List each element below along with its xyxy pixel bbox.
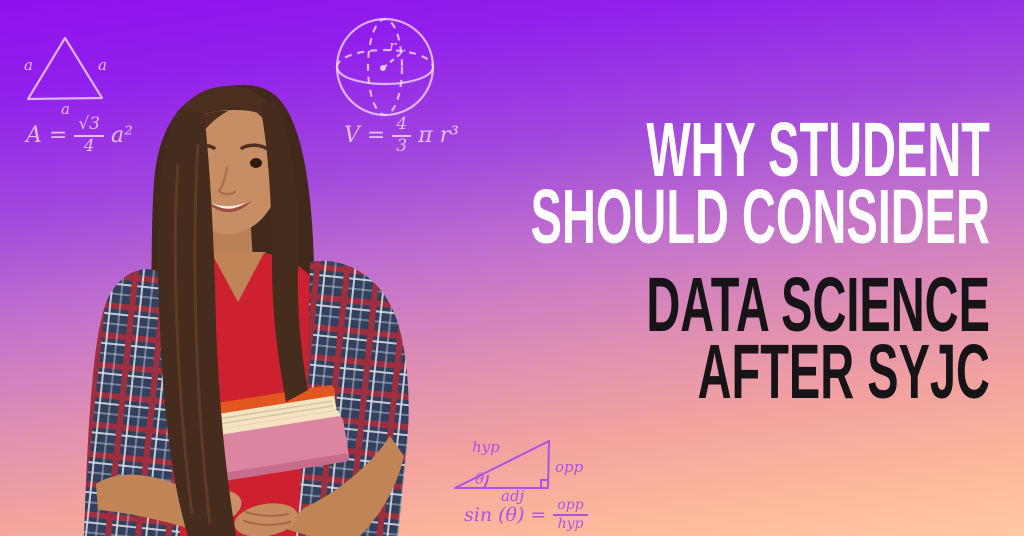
formula-rhs: a² bbox=[110, 123, 133, 149]
formula-lhs: sin (θ) = bbox=[464, 503, 547, 526]
sine-formula: sin (θ) = opp hyp bbox=[464, 498, 588, 531]
sphere-volume-formula: V = 4 3 π r³ bbox=[344, 115, 459, 156]
sphere-doodle: r bbox=[333, 15, 437, 119]
right-triangle-sketch-icon bbox=[454, 440, 550, 489]
triangle-side-label-left: a bbox=[24, 56, 33, 74]
formula-fraction: √3 4 bbox=[74, 115, 104, 156]
student-photo bbox=[84, 85, 409, 536]
headline-line-3: DATA SCIENCE bbox=[646, 262, 990, 348]
trig-adj-label: adj bbox=[501, 487, 525, 505]
formula-lhs: V = bbox=[344, 123, 386, 149]
formula-lhs: A = bbox=[26, 123, 68, 149]
triangle-side-label-bottom: a bbox=[61, 100, 70, 118]
trig-hyp-label: hyp bbox=[472, 438, 500, 456]
triangle-sketch-icon bbox=[26, 36, 104, 101]
triangle-doodle: a a a bbox=[18, 26, 118, 126]
trig-angle-label: θ bbox=[475, 470, 485, 488]
formula-rhs: π r³ bbox=[418, 123, 459, 149]
formula-fraction: 4 3 bbox=[392, 115, 412, 156]
triangle-area-formula: A = √3 4 a² bbox=[26, 115, 133, 156]
headline-line-1: WHY STUDENT bbox=[646, 107, 990, 193]
headline: WHY STUDENT SHOULD CONSIDER DATA SCIENCE… bbox=[530, 107, 990, 415]
trig-opp-label: opp bbox=[555, 458, 584, 476]
sphere-radius-label: r bbox=[389, 37, 397, 55]
headline-line-4: AFTER SYJC bbox=[697, 329, 990, 415]
headline-line-2: SHOULD CONSIDER bbox=[530, 174, 990, 260]
triangle-side-label-right: a bbox=[98, 56, 107, 74]
trig-doodle: hyp opp adj θ bbox=[448, 432, 613, 505]
formula-fraction: opp hyp bbox=[553, 498, 588, 531]
sphere-sketch-icon bbox=[335, 17, 435, 117]
